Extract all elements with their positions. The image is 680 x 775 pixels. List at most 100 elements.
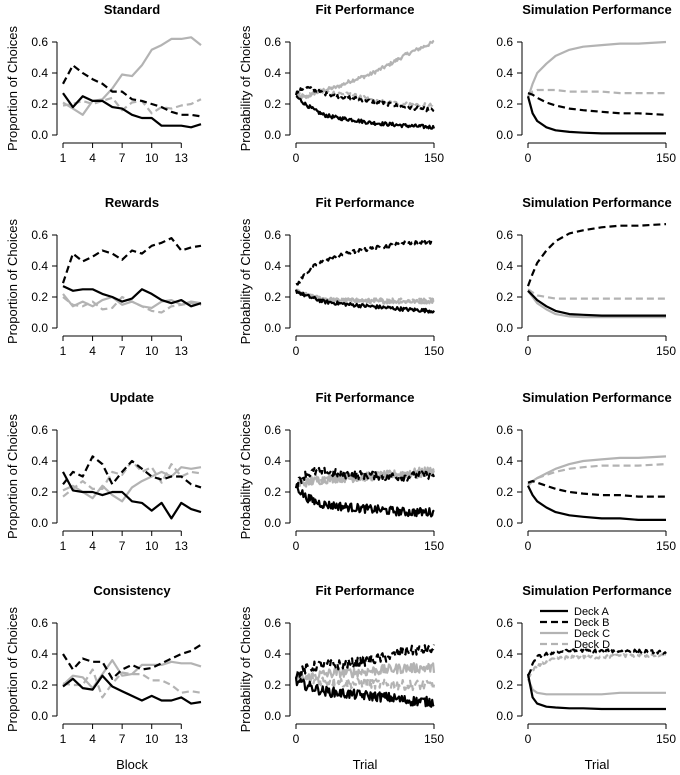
x-tick-label: 4 <box>89 151 96 165</box>
series-line-deck-a <box>295 95 436 130</box>
panel-consistency-fit: Fit Performance 0.0 0.2 0.4 0.6 Probability o… <box>238 583 444 772</box>
y-tick-label: 0.6 <box>496 228 513 242</box>
y-tick-label: 0.0 <box>496 709 513 723</box>
x-tick-label: 150 <box>656 151 676 165</box>
series-line-deck-c <box>295 39 435 100</box>
panel-rewards-data: Rewards 0.0 0.2 0.4 0.6 Proportion of Choices… <box>5 195 202 358</box>
panel-title: Fit Performance <box>316 195 415 210</box>
x-tick-label: 13 <box>175 539 189 553</box>
x-tick-label: 13 <box>175 344 189 358</box>
y-tick-label: 0.2 <box>496 97 513 111</box>
series-line-deck-a <box>526 673 666 711</box>
panel-standard-fit: Fit Performance 0.0 0.2 0.4 0.6 Probability o… <box>238 2 444 165</box>
series-line-deck-d <box>527 88 666 98</box>
series-line-deck-b <box>62 455 202 489</box>
panel-standard-sim: Simulation Performance 0.0 0.2 0.4 0.6 0 150 <box>496 2 676 165</box>
y-axis-label: Proportion of Choices <box>5 606 20 732</box>
panel-update-fit: Fit Performance 0.0 0.2 0.4 0.6 Probability o… <box>238 390 444 553</box>
legend-label-deck-c: Deck C <box>574 628 610 640</box>
y-axis-label: Proportion of Choices <box>5 218 20 344</box>
series-line-deck-d <box>295 288 435 303</box>
x-tick-label: 0 <box>525 539 532 553</box>
series-line-deck-c <box>527 455 667 487</box>
series-line-deck-d <box>526 653 667 679</box>
series-line-deck-a <box>62 285 202 308</box>
y-tick-label: 0.0 <box>31 709 48 723</box>
y-tick-label: 0.4 <box>496 454 513 468</box>
y-tick-label: 0.0 <box>31 128 48 142</box>
legend-label-deck-a: Deck A <box>574 606 610 618</box>
x-tick-label: 7 <box>119 732 126 746</box>
series-line-deck-b <box>62 64 202 118</box>
x-tick-label: 0 <box>525 344 532 358</box>
series-line-deck-b <box>294 644 436 679</box>
panel-title: Fit Performance <box>316 583 415 598</box>
y-tick-label: 0.6 <box>31 423 48 437</box>
panel-title: Update <box>110 390 154 405</box>
x-tick-label: 150 <box>656 344 676 358</box>
series-line-deck-b <box>295 239 435 286</box>
y-tick-label: 0.4 <box>31 66 48 80</box>
series-line-deck-a <box>526 96 666 135</box>
panel-title: Simulation Performance <box>522 390 672 405</box>
series-line-deck-a <box>294 677 435 708</box>
panel-consistency-data: Consistency 0.0 0.2 0.4 0.6 Proportion of Cho… <box>5 583 202 772</box>
x-axis-label: Trial <box>585 757 610 772</box>
x-axis-label: Trial <box>353 757 378 772</box>
x-tick-label: 150 <box>656 539 676 553</box>
series-line-deck-c <box>526 40 667 99</box>
x-tick-label: 1 <box>60 732 67 746</box>
x-tick-label: 150 <box>424 344 444 358</box>
x-tick-label: 0 <box>525 732 532 746</box>
x-tick-label: 0 <box>293 732 300 746</box>
y-tick-label: 0.6 <box>31 228 48 242</box>
y-tick-label: 0.2 <box>31 97 48 111</box>
y-tick-label: 0.2 <box>264 97 281 111</box>
series-line-deck-a <box>527 290 666 317</box>
series-line-deck-d <box>294 673 436 692</box>
y-tick-label: 0.0 <box>264 709 281 723</box>
x-tick-label: 150 <box>424 151 444 165</box>
series-line-deck-d <box>62 668 202 699</box>
y-tick-label: 0.4 <box>264 259 281 273</box>
x-tick-label: 10 <box>145 732 159 746</box>
series-line-deck-c <box>295 288 435 305</box>
x-tick-label: 13 <box>175 151 189 165</box>
y-tick-label: 0.2 <box>264 290 281 304</box>
x-tick-label: 150 <box>656 732 676 746</box>
series-line-deck-a <box>294 483 435 518</box>
panel-title: Fit Performance <box>316 390 415 405</box>
y-tick-label: 0.0 <box>31 516 48 530</box>
y-tick-label: 0.4 <box>31 647 48 661</box>
x-tick-label: 1 <box>60 539 67 553</box>
panel-title: Consistency <box>93 583 171 598</box>
series-line-deck-c <box>62 36 202 116</box>
x-tick-label: 10 <box>145 539 159 553</box>
y-tick-label: 0.6 <box>496 35 513 49</box>
series-line-deck-a <box>62 92 202 129</box>
panel-rewards-fit: Fit Performance 0.0 0.2 0.4 0.6 Probability o… <box>238 195 444 358</box>
y-tick-label: 0.2 <box>496 290 513 304</box>
x-tick-label: 4 <box>89 732 96 746</box>
panel-consistency-sim: Simulation Performance 0.0 0.2 0.4 0.6 0 150 Tr… <box>496 583 676 772</box>
series-line-deck-c <box>527 290 666 319</box>
panel-title: Standard <box>104 2 160 17</box>
y-tick-label: 0.0 <box>496 128 513 142</box>
y-axis-label: Probability of Choices <box>238 25 253 151</box>
series-line-deck-b <box>527 648 667 677</box>
legend-label-deck-d: Deck D <box>574 639 610 651</box>
y-tick-label: 0.0 <box>31 321 48 335</box>
y-tick-label: 0.6 <box>31 35 48 49</box>
panel-update-sim: Simulation Performance 0.0 0.2 0.4 0.6 0 150 <box>496 390 676 553</box>
series-line-deck-d <box>295 467 436 488</box>
y-tick-label: 0.2 <box>264 485 281 499</box>
panel-update-data: Update 0.0 0.2 0.4 0.6 Proportion of Choices 1… <box>5 390 202 553</box>
x-tick-label: 7 <box>119 151 126 165</box>
y-tick-label: 0.0 <box>496 321 513 335</box>
y-axis-label: Proportion of Choices <box>5 25 20 151</box>
legend-label-deck-b: Deck B <box>574 617 609 629</box>
y-tick-label: 0.6 <box>496 423 513 437</box>
y-tick-label: 0.4 <box>264 66 281 80</box>
x-tick-label: 4 <box>89 344 96 358</box>
